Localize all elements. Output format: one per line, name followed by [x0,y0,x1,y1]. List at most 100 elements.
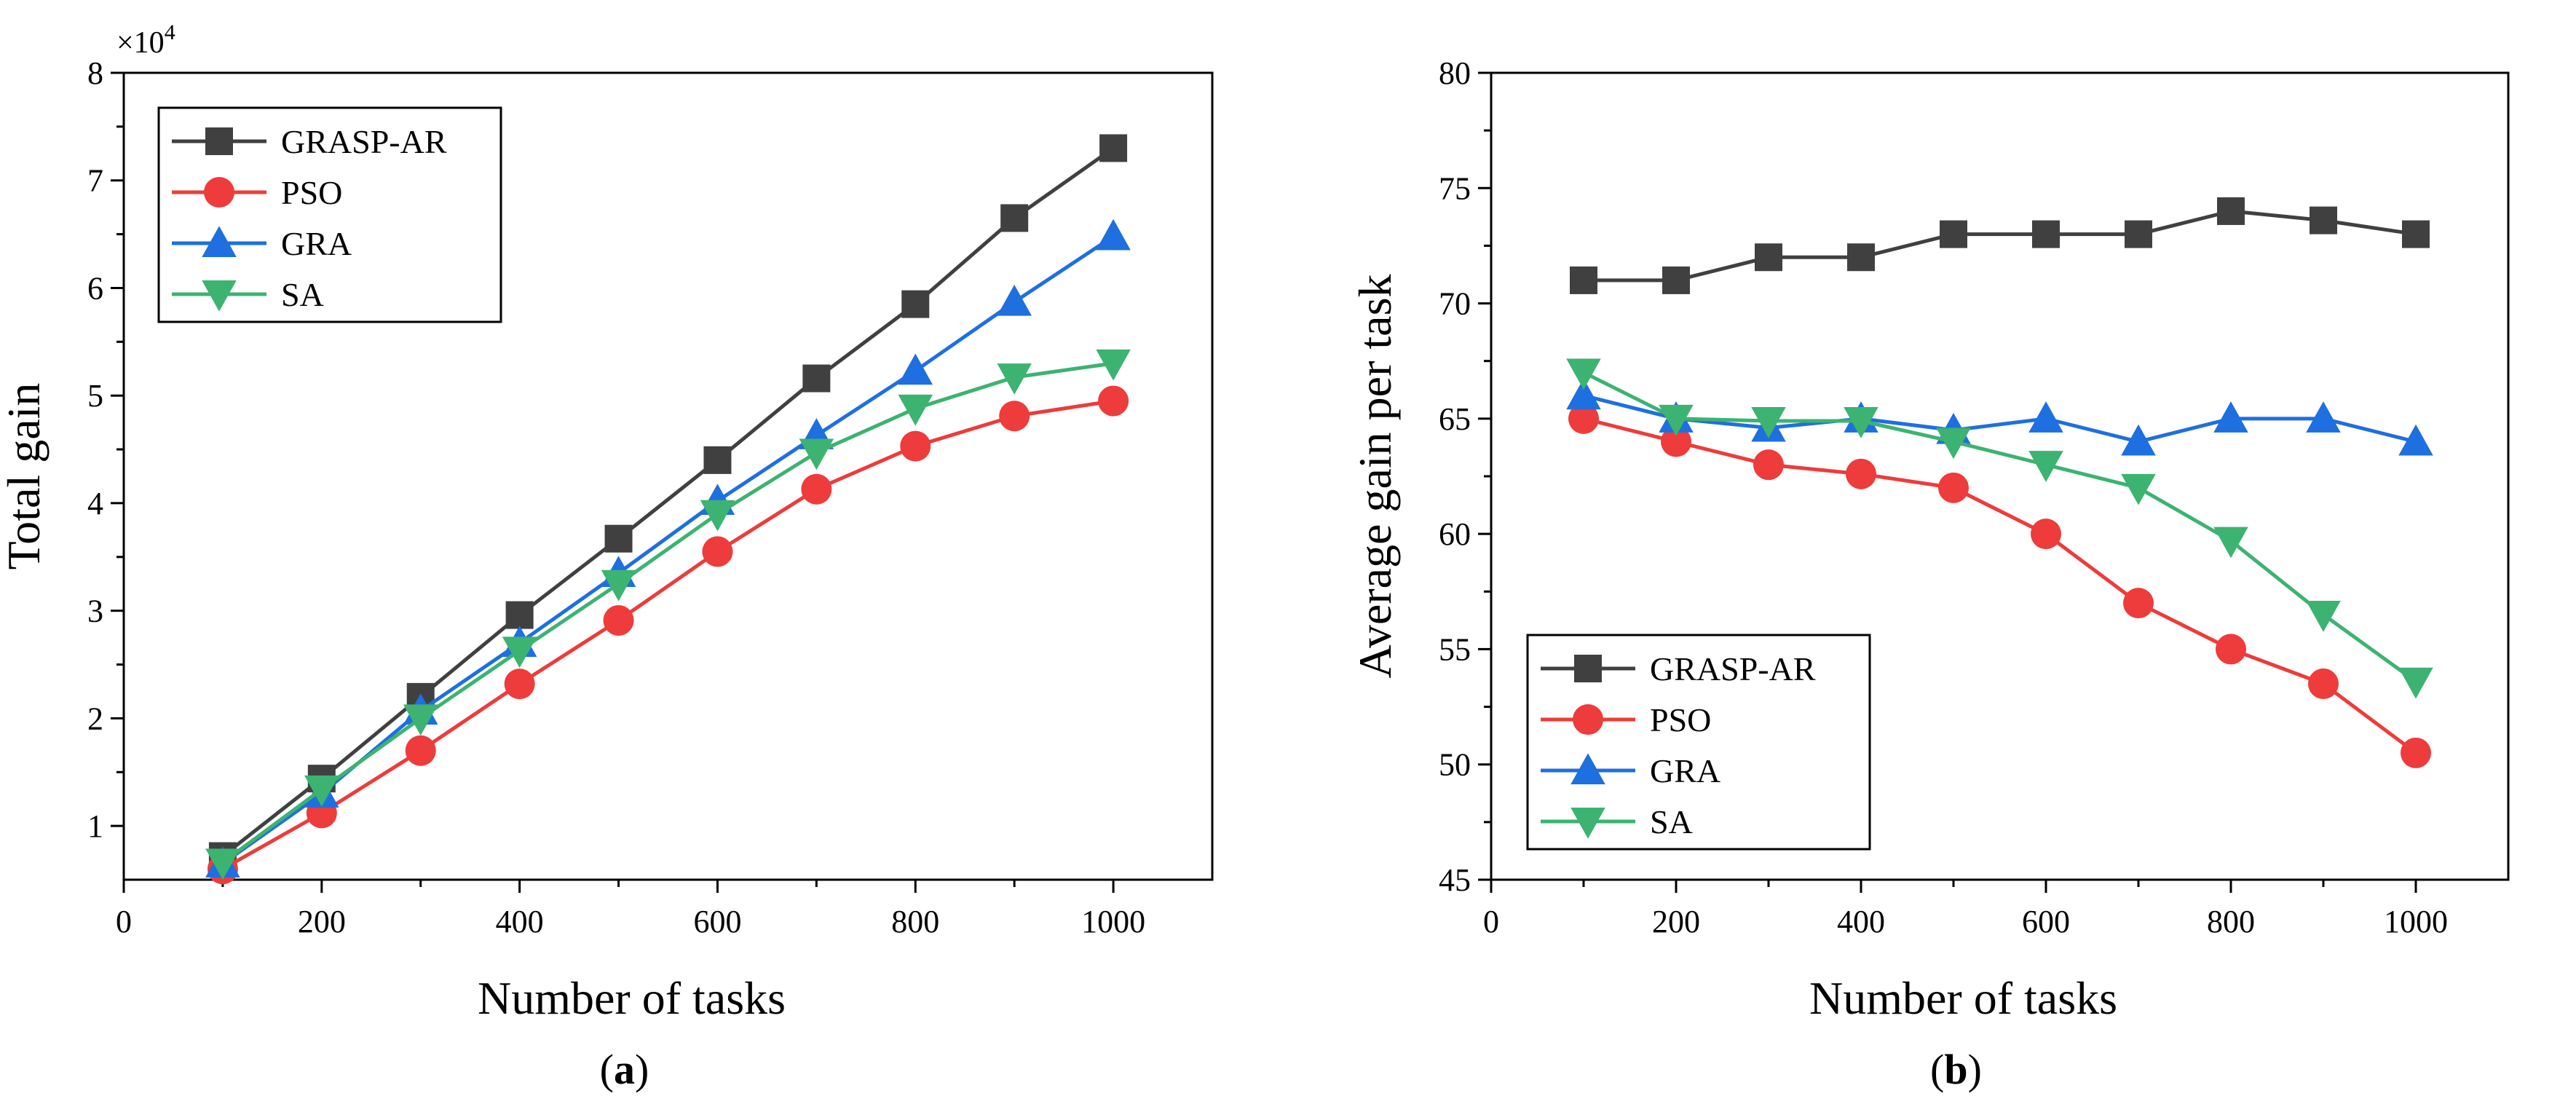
panel-b-data-point [1566,378,1601,410]
panel-b-sub-label-part: b [1944,1046,1967,1093]
panel-a-y-tick-label: 6 [87,270,103,306]
panel-b-data-point [2031,519,2061,550]
panel-b-data-point [2217,197,2245,225]
panel-a-x-axis-title: Number of tasks [478,972,786,1024]
panel-a-data-point [403,704,438,736]
panel-b-legend: GRASP-AR PSO GRA SA [1526,634,1871,851]
panel-b-data-point [2121,473,2156,505]
panel-b-y-tick-label: 65 [1439,401,1471,437]
panel-a-data-point [997,284,1032,316]
panel-b-data-point [2402,220,2430,248]
panel-a-data-point [997,363,1032,395]
panel-a-series-sa [205,349,1131,880]
panel-b-data-point [1753,449,1784,481]
panel-a-data-point [601,569,636,602]
panel-a-legend: GRASP-AR PSO GRA SA [157,106,502,323]
panel-a-data-point [702,536,733,567]
panel-b-data-point [1755,243,1782,272]
panel-b-data-point [1568,403,1599,434]
panel-b-data-point [1751,407,1786,438]
panel-a-data-point [405,735,436,766]
panel-a-data-point [898,353,933,385]
panel-a-legend-marker [202,280,237,312]
panel-b-data-point [1847,243,1875,272]
panel-a-series-pso [207,385,1129,885]
panel-a-sub-label-part: a [614,1046,635,1093]
panel-a-data-point [505,601,534,629]
panel-a-y-tick-label: 4 [87,486,103,521]
panel-b-data-point [2398,424,2433,456]
panel-b-series-sa [1566,358,2433,699]
panel-b-x-tick-label: 200 [1652,904,1700,939]
panel-a-legend-label: GRA [281,225,352,262]
panel-a-x-tick-label: 200 [298,904,346,939]
panel-b-data-point [2028,401,2063,433]
panel-b-x-tick-label: 800 [2207,904,2255,939]
panel-a-sub-label: (a) [600,1046,649,1093]
panel-a-data-point [999,401,1030,432]
panel-b-data-point [2032,220,2060,248]
panel-b-y-tick-label: 80 [1439,55,1471,91]
panel-b-series-gra [1566,378,2433,456]
panel-a-x-tick-label: 0 [116,904,132,939]
panel-a-data-point [1099,134,1128,162]
panel-b-data-point [1566,358,1601,390]
panel-b-data-point [2306,600,2341,632]
panel-b-legend-label: PSO [1650,701,1711,738]
panel-b-x-tick-label: 0 [1483,904,1499,939]
panel-a-data-point [700,500,735,532]
panel-a-legend-label: PSO [281,174,342,211]
panel-a-series-line [221,399,1114,871]
panel-b-data-point [2121,424,2156,456]
panel-a-data-point [604,524,633,553]
panel-a-data-point [502,636,537,669]
panel-a-legend-label: GRASP-AR [281,123,447,160]
panel-a-data-point [304,775,339,807]
panel-a-x-tick-label: 800 [891,904,939,939]
panel-b-sub-label: (b) [1930,1046,1982,1093]
panel-b-data-point [1938,472,1969,503]
panel-b-data-point [2123,588,2154,619]
panel-a-legend-marker [204,177,234,208]
panel-b-legend-marker [1573,704,1603,735]
panel-a-plot-frame [122,71,1214,881]
panel-b-legend-marker [1571,808,1605,839]
panel-b-legend-marker [1574,655,1602,682]
panel-b-legend-marker [1571,753,1605,784]
panel-b-series-line [1583,393,2417,444]
panel-b-y-tick-label: 55 [1439,631,1471,667]
panel-a-y-tick-label: 8 [87,55,103,91]
panel-a-x-tick-label: 400 [496,904,544,939]
panel-a-legend-label: SA [281,276,324,313]
panel-b-x-tick-label: 600 [2022,904,2070,939]
panel-b-sub-label-part: ) [1968,1046,1982,1093]
panel-a-multiplier-exponent: 4 [165,20,175,44]
panel-a-data-point [1000,204,1029,232]
panel-a-x-tick-label: 600 [693,904,741,939]
panel-a-multiplier-label: ×104 [116,20,175,60]
panel-b-data-point [2125,220,2152,248]
panel-b-y-tick-label: 45 [1439,862,1471,898]
panel-a-y-axis-title: Total gain [0,383,50,570]
panel-a-data-point [901,290,930,318]
panel-a-y-tick-label: 3 [87,594,103,629]
panel-b-average-gain-chart: 0 200 400 600 800 1000 45 50 55 60 65 70 75 80 Number … [1349,55,2510,1093]
panel-a-y-tick-label: 5 [87,378,103,414]
panel-a-y-tick-label: 1 [87,808,103,844]
panel-b-sub-label-part: ( [1930,1046,1944,1093]
panel-a-legend-marker [205,127,233,155]
panel-a-sub-label-part: ( [600,1046,614,1093]
panel-b-y-tick-label: 75 [1439,170,1471,206]
panel-a-data-point [799,438,834,470]
panel-b-data-point [2216,634,2246,665]
panel-b-data-point [2306,401,2341,433]
panel-a-data-point [802,364,831,393]
panel-b-x-axis-title: Number of tasks [1809,972,2117,1024]
panel-a-data-point [703,446,732,474]
panel-b-x-tick-label: 400 [1837,904,1885,939]
panel-a-series-line [221,361,1114,864]
panel-b-y-tick-label: 50 [1439,747,1471,783]
panel-a-sub-label-part: ) [635,1046,649,1093]
